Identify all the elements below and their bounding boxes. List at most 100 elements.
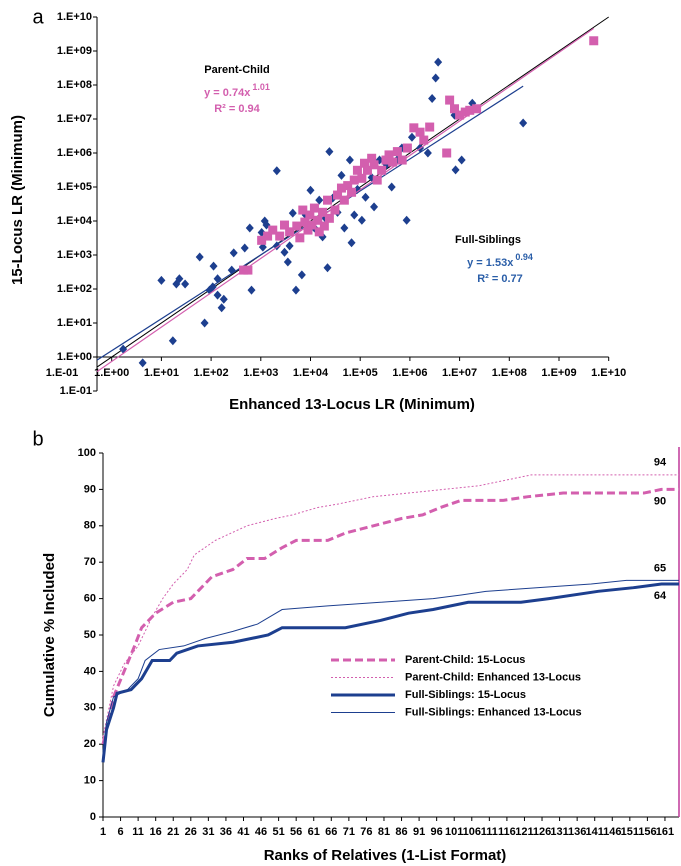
equation-part: y =: [467, 257, 486, 269]
r2-label: R² =: [214, 103, 238, 115]
trendline: [96, 27, 595, 373]
square-point: [357, 173, 367, 183]
x-tick-label: 101: [445, 826, 463, 838]
end-label: 64: [654, 590, 667, 602]
fit-equation: y = 0.74x 1.01: [204, 82, 270, 99]
diamond-point: [280, 247, 289, 257]
x-tick-label: 16: [150, 826, 162, 838]
square-point: [425, 122, 435, 132]
x-tick-label: 106: [463, 826, 481, 838]
equation-part: x: [507, 257, 514, 269]
square-point: [314, 227, 324, 237]
legend-label: Parent-Child: Enhanced 13-Locus: [405, 671, 581, 683]
square-point: [372, 175, 382, 185]
cumulative-line: [102, 474, 679, 738]
square-point: [323, 195, 333, 205]
y-tick-label: 50: [84, 629, 96, 641]
square-point: [268, 225, 278, 235]
square-point: [381, 155, 391, 165]
square-point: [280, 220, 290, 230]
x-tick-label: 1: [100, 826, 106, 838]
square-point: [369, 160, 379, 170]
diamond-point: [423, 148, 432, 158]
y-axis-title: 15-Locus LR (Minimum): [9, 115, 26, 285]
diamond-point: [200, 318, 209, 328]
diamond-point: [168, 336, 177, 346]
diamond-point: [213, 290, 222, 300]
x-tick-label: 86: [395, 826, 407, 838]
x-tick-label: 41: [237, 826, 249, 838]
diamond-point: [357, 215, 366, 225]
diamond-point: [209, 261, 218, 271]
diamond-point: [347, 238, 356, 248]
y-tick-label: 1.E+00: [57, 351, 92, 363]
x-tick-label: 1.E+06: [392, 367, 427, 379]
square-point: [263, 231, 273, 241]
x-tick-label: 1.E-01: [46, 367, 78, 379]
x-tick-label: 136: [568, 826, 586, 838]
diamond-point: [195, 252, 204, 262]
legend-label: Parent-Child: 15-Locus: [405, 654, 525, 666]
y-tick-label: 20: [84, 738, 96, 750]
square-point: [307, 220, 317, 230]
diamond-point: [247, 285, 256, 295]
x-tick-label: 131: [550, 826, 568, 838]
square-point: [455, 110, 465, 120]
y-tick-label: 70: [84, 556, 96, 568]
x-tick-label: 51: [272, 826, 284, 838]
x-tick-label: 1.E+05: [343, 367, 378, 379]
square-point: [319, 221, 329, 231]
diamond-point: [245, 223, 254, 233]
x-tick-label: 1.E+01: [144, 367, 179, 379]
square-point: [392, 147, 402, 157]
square-point: [377, 165, 387, 175]
y-tick-label: 90: [84, 483, 96, 495]
diamond-point: [337, 170, 346, 180]
end-label: 90: [654, 495, 666, 507]
x-tick-label: 21: [167, 826, 179, 838]
square-point: [384, 150, 394, 160]
x-axis-title: Enhanced 13-Locus LR (Minimum): [229, 396, 475, 413]
square-point: [347, 187, 357, 197]
x-tick-label: 126: [533, 826, 551, 838]
diamond-point: [340, 223, 349, 233]
diamond-point: [285, 241, 294, 251]
x-tick-label: 1.E+10: [591, 367, 626, 379]
x-tick-label: 31: [202, 826, 214, 838]
square-point: [300, 217, 310, 227]
square-point: [313, 215, 323, 225]
diamond-point: [519, 118, 528, 128]
y-tick-label: 1.E+07: [57, 113, 92, 125]
x-tick-label: 1.E+03: [243, 367, 278, 379]
diamond-point: [272, 166, 281, 176]
square-point: [388, 157, 398, 167]
square-point: [324, 213, 334, 223]
y-tick-label: 40: [84, 665, 96, 677]
equation-part: 0.74: [223, 87, 245, 99]
x-tick-label: 156: [638, 826, 656, 838]
x-tick-label: 26: [185, 826, 197, 838]
diamond-point: [288, 208, 297, 218]
y-tick-label: 1.E+04: [57, 215, 93, 227]
diamond-point: [240, 243, 249, 253]
x-axis-title: Ranks of Relatives (1-List Format): [264, 847, 507, 864]
diamond-point: [306, 185, 315, 195]
x-tick-label: 1.E+07: [442, 367, 477, 379]
x-tick-label: 1.E+02: [194, 367, 229, 379]
square-point: [298, 205, 308, 215]
y-tick-label: 30: [84, 702, 96, 714]
square-point: [243, 265, 253, 275]
square-point: [415, 127, 425, 137]
r2-value: 0.94: [238, 103, 260, 115]
square-point: [450, 104, 460, 114]
x-tick-label: 66: [325, 826, 337, 838]
panel-label: b: [32, 428, 43, 450]
x-tick-label: 121: [515, 826, 533, 838]
end-label: 94: [654, 457, 667, 469]
cumulative-line: [101, 582, 679, 763]
square-point: [442, 148, 452, 158]
square-point: [295, 233, 305, 243]
diamond-point: [219, 294, 228, 304]
diamond-point: [434, 57, 443, 67]
diamond-point: [451, 165, 460, 175]
